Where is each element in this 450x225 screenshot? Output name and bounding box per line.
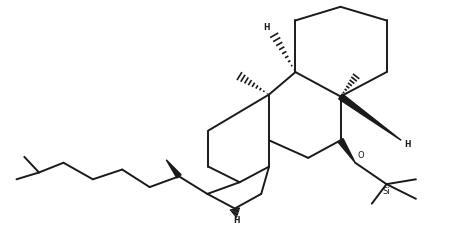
- Text: H: H: [234, 215, 240, 224]
- Polygon shape: [338, 139, 355, 163]
- Text: Si: Si: [382, 187, 390, 196]
- Text: H: H: [263, 23, 270, 32]
- Polygon shape: [166, 160, 181, 178]
- Polygon shape: [339, 94, 401, 141]
- Text: O: O: [357, 151, 364, 160]
- Text: H: H: [404, 139, 411, 148]
